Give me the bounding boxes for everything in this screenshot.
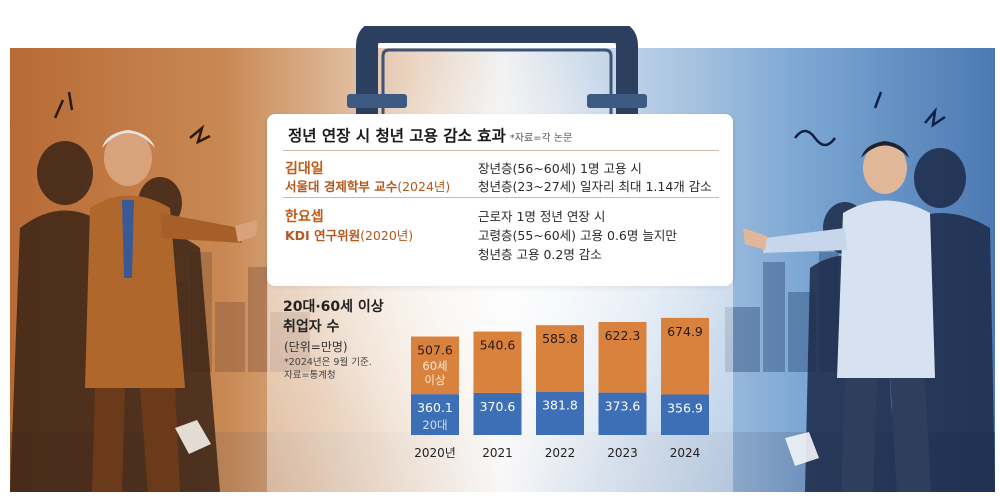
value-label-60plus-2022: 585.8 [542, 331, 578, 346]
bar-60plus-2020년 [411, 336, 459, 395]
value-label-60plus-2024: 674.9 [667, 324, 703, 339]
study-1-author: 김대일 [285, 161, 324, 177]
x-tick-label-2024: 2024 [670, 446, 701, 460]
bar-60plus-2024 [661, 317, 709, 395]
study-2-finding-line-2: 고령층(55~60세) 고용 0.6명 늘지만 [478, 228, 677, 243]
bar-20s-2023 [598, 392, 647, 435]
value-label-60plus-2023: 622.3 [605, 328, 641, 343]
value-label-60plus-2021: 540.6 [480, 338, 516, 353]
study-2-finding-line-3: 청년층 고용 0.2명 감소 [478, 247, 602, 262]
study-1-finding-line-1: 장년층(56~60세) 1명 고용 시 [478, 161, 642, 176]
bar-60plus-2023 [598, 321, 647, 393]
study-1-finding-line-2: 청년층(23~27세) 일자리 최대 1.14개 감소 [478, 179, 712, 194]
value-label-20s-2024: 356.9 [667, 400, 703, 415]
study-2-finding-line-1: 근로자 1명 정년 연장 시 [478, 209, 606, 224]
value-label-20s-2023: 373.6 [605, 399, 641, 414]
x-tick-label-2021: 2021 [482, 446, 513, 460]
value-label-20s-2020년: 360.1 [417, 400, 453, 415]
bar-20s-2021 [473, 392, 522, 435]
x-tick-label-2023: 2023 [607, 446, 638, 460]
briefcase-info-panel [267, 114, 733, 286]
x-tick-label-2022: 2022 [545, 446, 576, 460]
briefcase-handle [347, 26, 647, 121]
bar-60plus-2022 [536, 325, 584, 392]
value-label-60plus-2020년: 507.6 [417, 343, 453, 358]
chart-note: *2024년은 9월 기준. 자료=통계청 [284, 357, 372, 381]
bar-60plus-2021 [473, 331, 522, 393]
bar-20s-2022 [536, 391, 584, 435]
value-label-20s-2022: 381.8 [542, 398, 578, 413]
divider [283, 150, 719, 151]
bar-20s-2024 [661, 394, 709, 435]
series-label-60plus: 60세 [422, 359, 447, 373]
study-1-affiliation: 서울대 경제학부 교수(2024년) [285, 179, 451, 194]
chart-unit: (단위=만명) [284, 340, 348, 354]
bar-20s-2020년 [411, 394, 459, 435]
title-source: *자료=각 논문 [509, 133, 573, 144]
series-label-20s: 20대 [422, 418, 447, 432]
series-label-60plus-line2: 이상 [424, 373, 446, 387]
chart-title: 20대·60세 이상 취업자 수 [283, 299, 384, 335]
infographic-title: 정년 연장 시 청년 고용 감소 효과 *자료=각 논문 [288, 127, 573, 145]
study-2-author: 한요셉 [285, 209, 324, 225]
x-tick-label-2020년: 2020년 [414, 446, 456, 460]
young-workers-illustration [743, 91, 995, 492]
older-workers-illustration [10, 91, 258, 492]
study-2-affiliation: KDI 연구위원(2020년) [285, 228, 414, 243]
divider [283, 197, 719, 198]
value-label-20s-2021: 370.6 [480, 399, 516, 414]
